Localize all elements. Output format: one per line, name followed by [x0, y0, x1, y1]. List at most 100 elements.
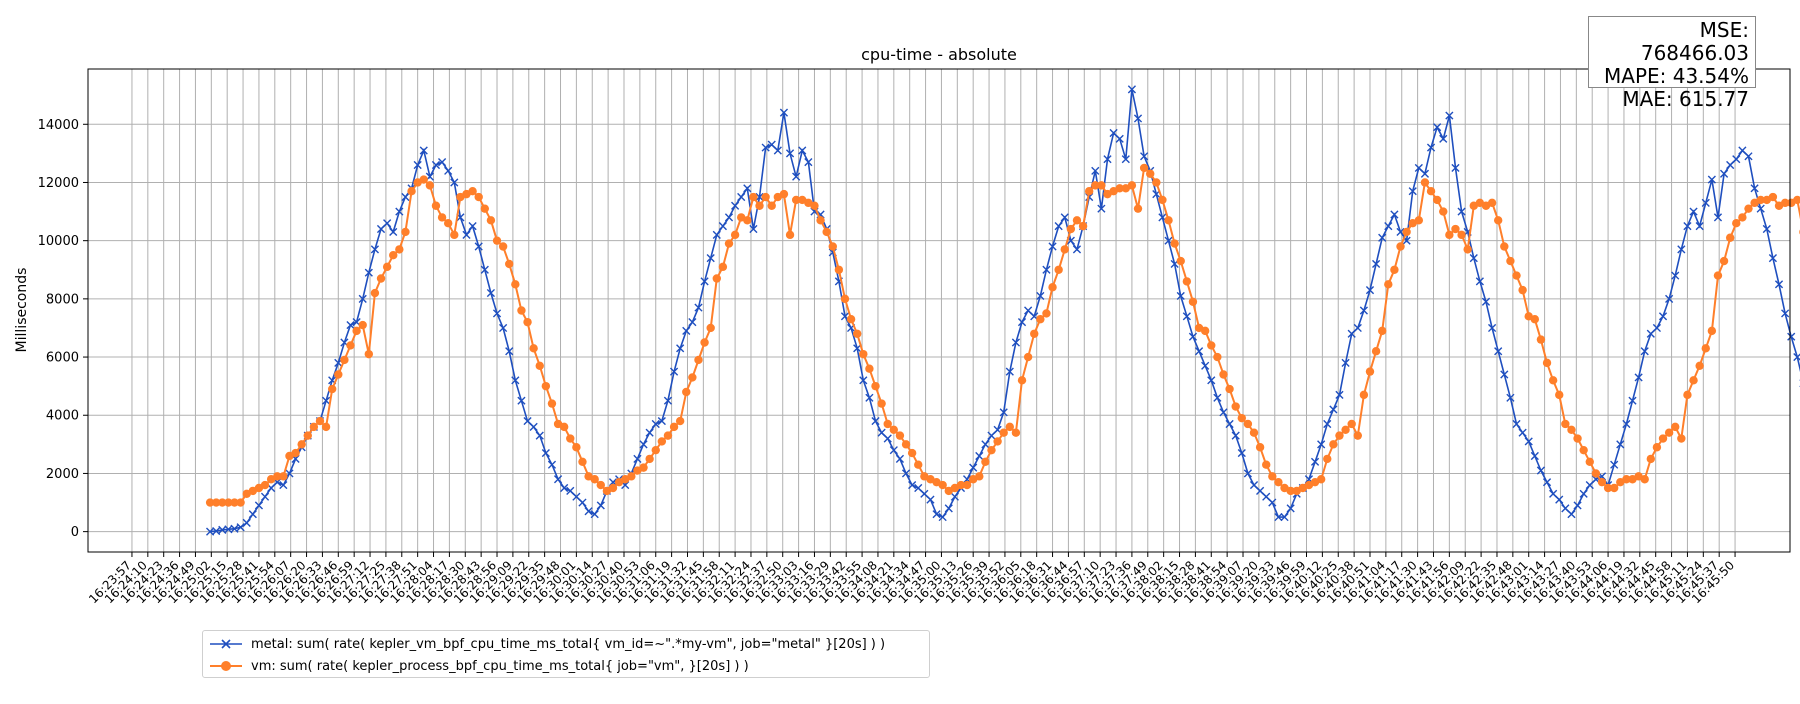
y-axis-label: Milliseconds	[14, 268, 30, 353]
data-point-vm	[822, 228, 830, 236]
data-point-metal	[261, 493, 268, 500]
data-point-vm	[566, 434, 574, 442]
data-point-vm	[1170, 239, 1178, 247]
data-point-vm	[993, 437, 1001, 445]
data-point-vm	[450, 231, 458, 239]
y-tick-label: 0	[71, 525, 79, 540]
data-point-vm	[1335, 431, 1343, 439]
data-point-vm	[523, 318, 531, 326]
data-point-vm	[578, 458, 586, 466]
data-point-vm	[1231, 402, 1239, 410]
data-point-vm	[365, 350, 373, 358]
data-point-metal	[927, 496, 934, 503]
data-point-vm	[676, 417, 684, 425]
data-point-vm	[560, 423, 568, 431]
data-point-vm	[1537, 335, 1545, 343]
data-point-vm	[1647, 455, 1655, 463]
data-point-vm	[499, 242, 507, 250]
data-point-vm	[1390, 266, 1398, 274]
data-point-vm	[859, 350, 867, 358]
data-point-vm	[572, 443, 580, 451]
data-point-vm	[1610, 484, 1618, 492]
data-point-vm	[884, 420, 892, 428]
data-point-vm	[1714, 271, 1722, 279]
y-tick-label: 2000	[46, 467, 79, 482]
data-point-metal	[1733, 156, 1740, 163]
data-point-vm	[768, 202, 776, 210]
data-point-vm	[713, 274, 721, 282]
data-point-vm	[1451, 225, 1459, 233]
data-point-metal	[579, 499, 586, 506]
data-point-vm	[1561, 420, 1569, 428]
data-point-metal	[1391, 211, 1398, 218]
data-point-vm	[432, 202, 440, 210]
data-point-vm	[1000, 429, 1008, 437]
data-point-vm	[1702, 344, 1710, 352]
data-point-metal	[1214, 394, 1221, 401]
data-point-vm	[1048, 283, 1056, 291]
data-point-vm	[1244, 420, 1252, 428]
data-point-vm	[1744, 204, 1752, 212]
data-point-vm	[1274, 478, 1282, 486]
data-point-vm	[645, 455, 653, 463]
data-point-metal	[1580, 490, 1587, 497]
data-point-vm	[377, 274, 385, 282]
data-point-metal	[243, 519, 250, 526]
data-point-vm	[1494, 216, 1502, 224]
data-point-vm	[652, 446, 660, 454]
data-point-vm	[816, 216, 824, 224]
data-point-vm	[914, 461, 922, 469]
data-point-vm	[1372, 347, 1380, 355]
data-point-vm	[664, 431, 672, 439]
data-point-vm	[1042, 309, 1050, 317]
data-point-vm	[1421, 178, 1429, 186]
data-point-vm	[1097, 181, 1105, 189]
data-point-vm	[688, 373, 696, 381]
data-point-vm	[749, 193, 757, 201]
data-point-vm	[902, 440, 910, 448]
data-point-vm	[719, 263, 727, 271]
data-point-vm	[1567, 426, 1575, 434]
data-point-metal	[402, 193, 409, 200]
data-point-vm	[1433, 196, 1441, 204]
data-point-vm	[1683, 391, 1691, 399]
data-point-vm	[1018, 376, 1026, 384]
data-point-vm	[340, 356, 348, 364]
data-point-vm	[1164, 216, 1172, 224]
data-point-vm	[1769, 193, 1777, 201]
data-point-metal	[884, 435, 891, 442]
y-tick-label: 14000	[38, 118, 79, 133]
data-point-metal	[1330, 406, 1337, 413]
data-point-vm	[597, 481, 605, 489]
data-point-vm	[1396, 242, 1404, 250]
data-point-vm	[401, 228, 409, 236]
data-point-vm	[389, 251, 397, 259]
data-point-metal	[445, 167, 452, 174]
data-point-vm	[1518, 286, 1526, 294]
y-tick-label: 10000	[38, 234, 79, 249]
legend-label-vm: vm: sum( rate( kepler_process_bpf_cpu_ti…	[251, 659, 749, 674]
data-point-vm	[829, 242, 837, 250]
data-point-vm	[1225, 385, 1233, 393]
data-point-vm	[1384, 280, 1392, 288]
data-point-vm	[481, 204, 489, 212]
data-point-vm	[1079, 222, 1087, 230]
data-point-vm	[1732, 219, 1740, 227]
data-point-vm	[1360, 391, 1368, 399]
data-point-vm	[1500, 242, 1508, 250]
data-point-metal	[1659, 313, 1666, 320]
data-point-vm	[438, 213, 446, 221]
data-point-vm	[1067, 225, 1075, 233]
data-point-vm	[346, 341, 354, 349]
data-point-vm	[328, 385, 336, 393]
data-point-metal	[548, 461, 555, 468]
data-point-vm	[1708, 327, 1716, 335]
data-point-vm	[334, 370, 342, 378]
legend-swatch-metal	[209, 634, 243, 654]
data-point-vm	[1329, 440, 1337, 448]
data-point-vm	[1659, 434, 1667, 442]
data-point-vm	[1354, 431, 1362, 439]
data-point-vm	[1445, 231, 1453, 239]
data-point-vm	[981, 458, 989, 466]
data-point-vm	[1054, 266, 1062, 274]
